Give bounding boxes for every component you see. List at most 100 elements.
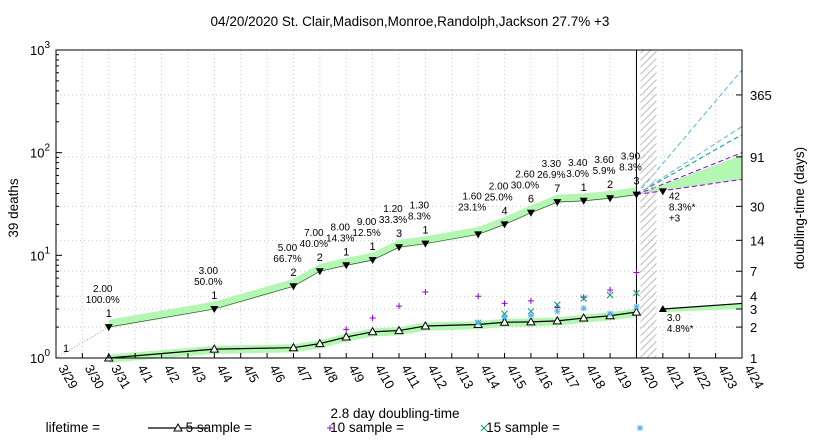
sample15-marker xyxy=(475,319,482,326)
lifetime-projection-marker xyxy=(658,305,667,313)
projection-label: 42 xyxy=(669,191,681,202)
legend-label: 10 sample = xyxy=(330,420,404,435)
annotation-line-2: 5.9% xyxy=(593,166,616,177)
x-tick-label: 4/14 xyxy=(478,362,504,391)
legend-star-marker xyxy=(637,425,643,431)
today-hatch xyxy=(640,50,657,358)
annotation-line-2: 8.3% xyxy=(408,212,431,223)
x-tick-label: 4/13 xyxy=(451,362,477,391)
annotation-line-1: 3.00 xyxy=(199,266,219,277)
sample5-marker xyxy=(501,300,508,307)
deaths-marker xyxy=(210,306,219,314)
lifetime-marker xyxy=(209,344,220,353)
annotation-line-2: 33.3% xyxy=(379,215,407,226)
chart-title: 04/20/2020 St. Clair,Madison,Monroe,Rand… xyxy=(211,14,610,29)
x-tick-label: 4/23 xyxy=(715,362,741,391)
deaths-marker xyxy=(606,195,615,203)
deaths-marker xyxy=(342,262,351,270)
lifetime-projection-line xyxy=(662,302,743,310)
lifetime-marker xyxy=(341,332,352,341)
deaths-marker xyxy=(500,221,509,229)
annotation-line-1: 3.30 xyxy=(542,159,562,170)
y2-tick-label: 1 xyxy=(750,351,757,366)
x-tick-label: 3/31 xyxy=(108,362,134,391)
projection-label: +3 xyxy=(669,213,681,224)
annotation-line-2: 8.3% xyxy=(619,163,642,174)
lifetime-marker xyxy=(288,342,299,352)
y-tick-base: 10 xyxy=(30,146,44,161)
annotation-line-1: 3.60 xyxy=(594,155,614,166)
y2-tick-label: 365 xyxy=(750,88,772,103)
lifetime-marker xyxy=(420,320,431,330)
deaths-marker xyxy=(395,244,403,252)
y-tick-exp: 1 xyxy=(44,245,50,256)
sample15-marker xyxy=(580,305,587,312)
y2-axis-label: doubling-time (days) xyxy=(792,147,807,269)
start-connector xyxy=(55,326,110,359)
annotation-line-1: 7.00 xyxy=(304,228,324,239)
sample5-marker xyxy=(527,297,534,304)
legend-triangle-marker xyxy=(173,422,183,432)
projection-band xyxy=(636,154,742,195)
deaths-marker xyxy=(421,240,430,248)
sample15-marker xyxy=(527,312,534,319)
x-tick-label: 4/17 xyxy=(557,362,583,391)
x-axis-label: 2.8 day doubling-time xyxy=(330,406,459,421)
annotation-line-1: 2.60 xyxy=(515,170,535,181)
annotation-line-1: 8.00 xyxy=(330,222,350,233)
legend-plus-marker xyxy=(327,425,333,431)
x-tick-label: 4/21 xyxy=(662,362,688,391)
lifetime-projection-band xyxy=(662,303,742,313)
start-label: 1 xyxy=(63,343,69,355)
x-tick-label: 4/6 xyxy=(266,362,288,385)
y-axis-label: 39 deaths xyxy=(6,178,21,238)
x-tick-label: 4/7 xyxy=(293,362,315,385)
y-tick-base: 10 xyxy=(30,351,44,366)
annotation-line-1: 1.20 xyxy=(383,204,403,215)
sample5-marker xyxy=(607,286,614,293)
x-tick-label: 3/30 xyxy=(82,362,108,391)
sample5-marker xyxy=(633,269,640,276)
deaths-daily-label: 2 xyxy=(607,179,613,191)
deaths-marker xyxy=(632,191,641,199)
deaths-daily-label: 1 xyxy=(211,290,217,302)
y-tick-label: 102 xyxy=(30,143,50,161)
deaths-marker xyxy=(315,268,324,276)
deaths-daily-label: 1 xyxy=(422,225,428,237)
sample10-marker xyxy=(633,289,640,297)
deaths-marker xyxy=(526,209,535,217)
x-tick-label: 4/8 xyxy=(319,362,341,385)
y-tick-label: 101 xyxy=(30,245,50,263)
legend: lifetime = 5 sample = 10 sample = 15 sample… xyxy=(46,420,643,435)
projection-label: 8.3%* xyxy=(669,202,696,213)
x-tick-label: 4/18 xyxy=(583,362,609,391)
y2-tick-label: 4 xyxy=(750,289,757,304)
deaths-daily-label: 6 xyxy=(528,194,534,206)
y-tick-base: 10 xyxy=(30,43,44,58)
annotation-line-2: 40.0% xyxy=(300,239,328,250)
deaths-marker xyxy=(579,197,588,205)
x-tick-label: 4/22 xyxy=(689,362,715,391)
x-tick-label: 4/3 xyxy=(187,362,209,385)
sample5-marker xyxy=(422,288,429,295)
x-tick-label: 4/9 xyxy=(346,362,368,385)
deaths-daily-label: 4 xyxy=(501,205,507,217)
sample5-marker xyxy=(580,294,587,301)
annotation-line-2: 30.0% xyxy=(511,181,539,192)
sample15-marker xyxy=(554,308,561,315)
legend-label: lifetime = xyxy=(46,420,101,435)
deaths-daily-label: 3 xyxy=(396,228,402,240)
x-tick-label: 4/24 xyxy=(741,362,767,391)
x-tick-label: 4/12 xyxy=(425,362,451,391)
deaths-daily-label: 1 xyxy=(370,241,376,253)
annotation-line-2: 26.9% xyxy=(537,170,565,181)
y-tick-exp: 3 xyxy=(44,40,50,51)
y2-tick-label: 91 xyxy=(750,150,764,165)
x-tick-label: 4/19 xyxy=(609,362,635,391)
y-tick-exp: 2 xyxy=(44,143,50,154)
y-tick-base: 10 xyxy=(30,248,44,263)
sample5-marker xyxy=(343,326,350,333)
deaths-daily-label: 2 xyxy=(317,252,323,264)
